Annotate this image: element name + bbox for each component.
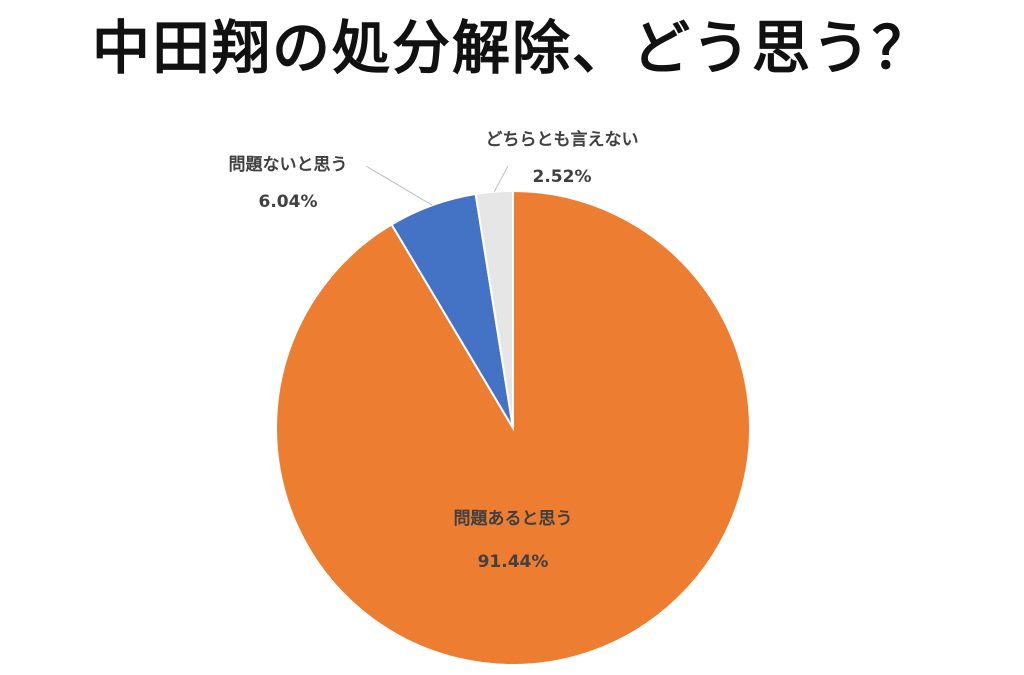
- chart-title: 中田翔の処分解除、どう思う？: [91, 14, 932, 82]
- leader-lines: [365, 165, 509, 206]
- slice-label-neither: どちらとも言えない: [486, 129, 639, 150]
- slice-value-neither: 2.52%: [533, 167, 592, 187]
- leader-line-neither: [493, 165, 509, 192]
- pie-slices: [275, 189, 751, 666]
- slice-problem-yes: [275, 189, 751, 666]
- slice-value-problem-no: 6.04%: [259, 192, 318, 212]
- slice-value-problem-yes: 91.44%: [478, 552, 549, 572]
- slice-label-problem-no: 問題ないと思う: [229, 155, 348, 175]
- leader-line-problem-no: [365, 165, 433, 206]
- slice-label-problem-yes: 問題あると思う: [454, 509, 573, 529]
- slice-neither: [474, 189, 514, 429]
